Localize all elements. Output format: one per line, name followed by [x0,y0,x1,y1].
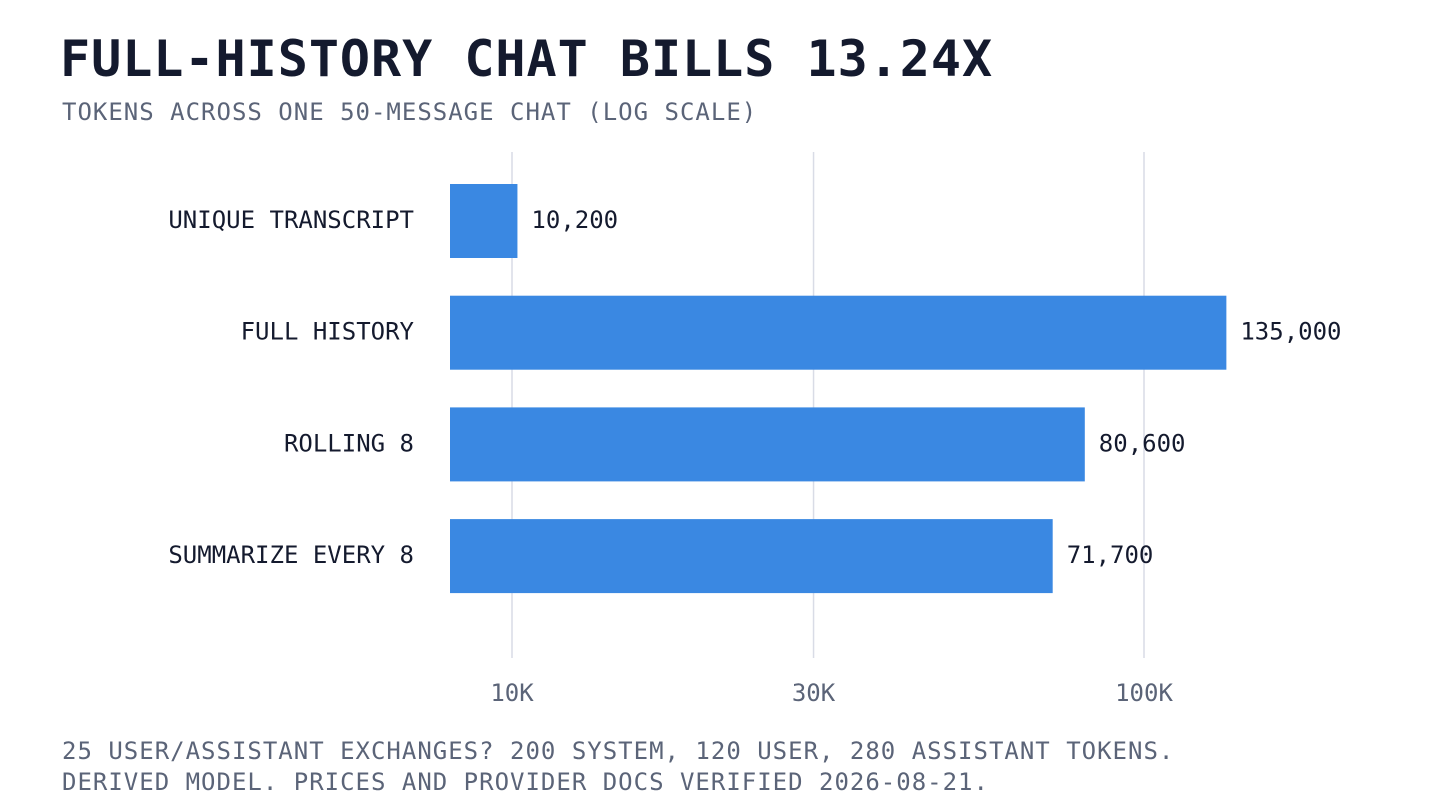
x-tick-label-1: 30K [792,679,836,707]
footnote-line-1: 25 USER/ASSISTANT EXCHANGES? 200 SYSTEM,… [62,737,1175,765]
value-label-2: 80,600 [1099,429,1186,457]
bar-layer [450,184,1227,594]
category-label-2: ROLLING 8 [284,429,414,457]
bar-3 [450,519,1053,594]
x-axis-ticks: 10K 30K 100K [490,679,1173,707]
chart-title: FULL-HISTORY CHAT BILLS 13.24X [60,30,994,88]
label-layer: UNIQUE TRANSCRIPT 10,200 FULL HISTORY 135,0… [168,206,1341,569]
bar-0 [450,184,518,258]
bar-1 [450,295,1227,370]
category-label-3: SUMMARIZE EVERY 8 [168,541,414,569]
chart-subtitle: TOKENS ACROSS ONE 50-MESSAGE CHAT (LOG S… [62,98,758,126]
value-label-0: 10,200 [531,206,618,234]
value-label-1: 135,000 [1240,318,1341,346]
value-label-3: 71,700 [1067,541,1154,569]
category-label-1: FULL HISTORY [241,318,415,346]
bar-2 [450,407,1085,482]
x-tick-label-2: 100K [1115,679,1173,707]
footnote-line-2: DERIVED MODEL. PRICES AND PROVIDER DOCS … [62,768,989,796]
x-tick-label-0: 10K [490,679,534,707]
category-label-0: UNIQUE TRANSCRIPT [168,206,414,234]
